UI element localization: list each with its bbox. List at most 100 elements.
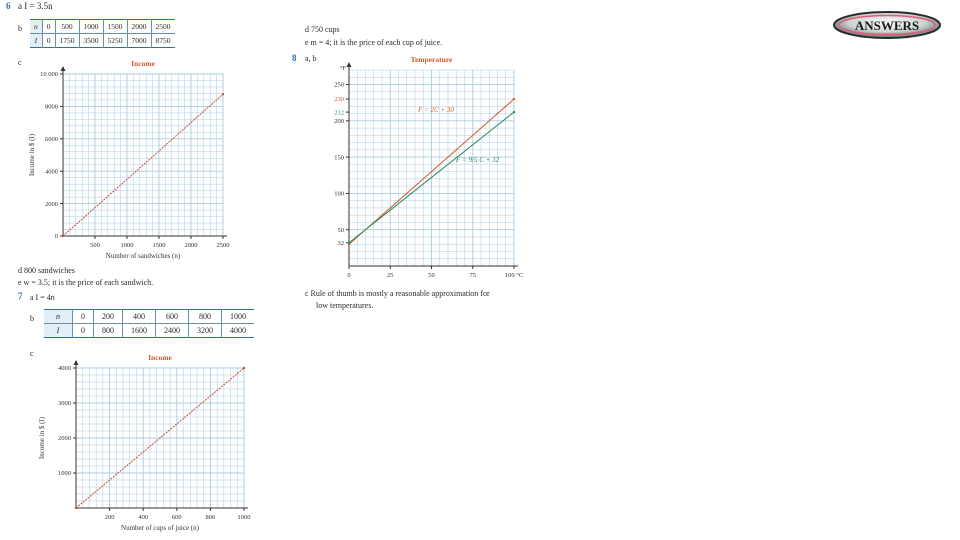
q8-answer-c-line2: low temperatures. [316,301,374,310]
table-cell: I [44,323,73,338]
q6-table: n 0 500 1000 1500 2000 2500 I 0 1750 350… [30,19,175,48]
series-label: F = 9/5 C + 32 [455,156,500,164]
x-tick-label: 2500 [217,242,230,249]
plot-area [63,74,223,236]
table-cell: 200 [93,309,123,324]
y-tick-label: 6000 [45,136,58,143]
y-axis-unit-label: °F [340,65,347,72]
q8-temperature-chart: Temperature 0 25 50 75 100 °C 32 50 100 150 200 212… [334,55,523,279]
table-cell: 400 [122,309,156,324]
table-cell: 2500 [150,19,175,34]
x-tick-label: 100 °C [505,272,523,279]
table-cell: 1000 [221,309,254,324]
data-point [242,366,246,370]
q8-answer-c: c Rule of thumb is mostly a reasonable a… [305,289,490,298]
q8-number: 8 [292,53,297,63]
table-row: I 0 1750 3500 5250 7000 8750 [30,33,175,48]
y-tick-label: 50 [338,227,345,234]
table-cell: 0 [41,33,55,48]
y-tick-label: 1000 [58,470,71,477]
x-tick-label: 2000 [185,242,198,249]
series-line [348,111,515,244]
q7-income-chart: Income 200 400 600 800 1000 1000 2000 3000 4000 Nu… [38,353,251,532]
table-cell: 1000 [78,19,103,34]
y-tick-label: 200 [334,118,344,125]
y-tick-label: 0 [55,233,58,240]
table-row: I 0 800 1600 2400 3200 4000 [44,323,254,338]
y-axis-label: Income in $ (I) [38,416,46,459]
table-cell: 2400 [155,323,189,338]
table-cell: 1750 [54,33,79,48]
q6-answer-e: e w = 3.5; it is the price of each sandw… [18,278,154,287]
q7-answer-d: d 750 cups [305,25,340,34]
data-point [347,241,351,244]
table-cell: n [30,19,43,34]
q6-number: 6 [6,1,11,11]
table-cell: 7000 [126,33,151,48]
y-tick-label: 212 [334,109,344,116]
q6-income-chart: Income 500 1000 1500 2000 2500 0 2000 4000 6000 80… [28,59,230,260]
y-tick-label: 4000 [45,168,58,175]
x-tick-label: 400 [138,514,148,521]
table-row: n 0 200 400 600 800 1000 [44,309,254,324]
table-cell: 4000 [221,323,254,338]
y-axis-label: Income in $ (I) [28,133,36,176]
q7-table: n 0 200 400 600 800 1000 I 0 800 1600 24… [44,309,254,338]
q7-label-c: c [30,349,34,358]
table-cell: 600 [155,309,189,324]
q6-label-b: b [18,24,22,33]
answers-logo-graphic: ANSWERS [833,11,941,39]
x-tick-label: 50 [428,272,435,279]
y-tick-label: 150 [334,154,344,161]
chart-title: Temperature [411,55,453,64]
data-point [221,93,225,96]
table-cell: I [30,33,43,48]
y-tick-label: 32 [338,240,345,247]
table-cell: 3200 [188,323,222,338]
series-label: F = 2C + 30 [417,106,454,114]
table-cell: 0 [72,323,94,338]
q7-label-b: b [30,314,34,323]
q7-answer-e: e m = 4; it is the price of each cup of … [305,38,443,47]
y-tick-label: 250 [334,82,344,89]
q6-answer-d: d 800 sandwiches [18,266,75,275]
table-cell: 0 [72,309,94,324]
data-point [512,97,516,101]
x-tick-label: 1000 [121,242,134,249]
series-line [75,367,245,509]
x-tick-label: 1500 [153,242,166,249]
table-cell: 0 [41,19,55,34]
table-cell: 800 [188,309,222,324]
q6-answer-a: a I = 3.5n [18,1,53,11]
chart-title: Income [148,353,172,362]
y-tick-label: 100 [334,191,344,198]
x-tick-label: 0 [347,272,350,279]
series-line [348,98,515,245]
x-tick-label: 200 [105,514,115,521]
x-axis-label: Number of cups of juice (n) [121,524,200,532]
logo-text: ANSWERS [855,18,919,33]
x-axis-label: Number of sandwiches (n) [106,252,181,260]
table-cell: 5250 [102,33,127,48]
q8-label-ab: a, b [305,54,317,63]
y-axis-arrow [60,66,66,71]
y-axis-arrow [346,62,352,67]
x-tick-label: 1000 [238,514,251,521]
y-tick-label: 10 000 [40,71,58,78]
y-tick-label: 3000 [58,400,71,407]
table-cell: 2000 [126,19,151,34]
series-line [62,93,224,237]
table-cell: 8750 [150,33,175,48]
y-tick-label: 8000 [45,104,58,111]
y-tick-label: 4000 [58,365,71,372]
table-cell: 500 [54,19,79,34]
q6-label-c: c [18,58,22,67]
y-tick-label: 2000 [58,435,71,442]
table-cell: 1500 [102,19,127,34]
table-cell: n [44,309,73,324]
table-cell: 3500 [78,33,103,48]
y-tick-label: 2000 [45,201,58,208]
table-cell: 1600 [122,323,156,338]
data-point [512,110,516,114]
x-tick-label: 600 [172,514,182,521]
